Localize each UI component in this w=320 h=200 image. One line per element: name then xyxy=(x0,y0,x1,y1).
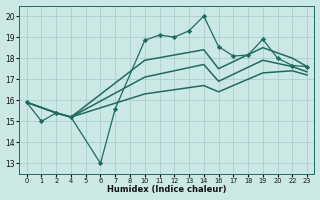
X-axis label: Humidex (Indice chaleur): Humidex (Indice chaleur) xyxy=(107,185,227,194)
